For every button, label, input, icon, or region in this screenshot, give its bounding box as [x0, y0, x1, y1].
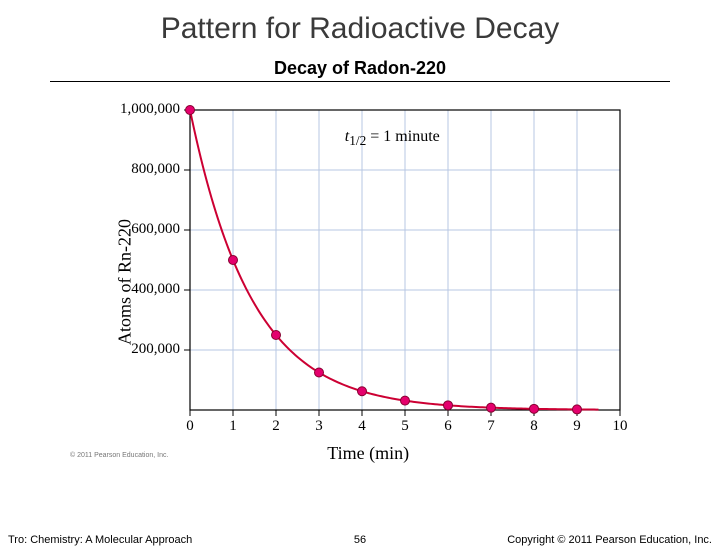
footer-left: Tro: Chemistry: A Molecular Approach — [8, 534, 192, 546]
y-tick-label: 400,000 — [100, 281, 180, 298]
x-tick-label: 3 — [304, 418, 334, 435]
x-tick-label: 0 — [175, 418, 205, 435]
footer-page-number: 56 — [354, 534, 366, 546]
x-tick-label: 7 — [476, 418, 506, 435]
chart-title-rule — [50, 81, 670, 82]
slide-title: Pattern for Radioactive Decay — [0, 0, 720, 46]
halflife-sub: 1/2 — [349, 133, 366, 148]
y-tick-label: 800,000 — [100, 161, 180, 178]
x-tick-label: 8 — [519, 418, 549, 435]
decay-chart: Atoms of Rn-220 Time (min) t1/2 = 1 minu… — [50, 92, 670, 472]
x-tick-label: 9 — [562, 418, 592, 435]
small-copyright: © 2011 Pearson Education, Inc. — [70, 452, 168, 459]
halflife-annotation: t1/2 = 1 minute — [345, 128, 440, 149]
y-tick-label: 600,000 — [100, 221, 180, 238]
chart-title: Decay of Radon-220 — [0, 58, 720, 79]
y-tick-label: 200,000 — [100, 341, 180, 358]
x-tick-label: 5 — [390, 418, 420, 435]
x-tick-label: 4 — [347, 418, 377, 435]
y-tick-label: 1,000,000 — [100, 101, 180, 118]
x-tick-label: 6 — [433, 418, 463, 435]
x-axis-label: Time (min) — [327, 443, 409, 464]
x-tick-label: 2 — [261, 418, 291, 435]
footer-right: Copyright © 2011 Pearson Education, Inc. — [507, 534, 712, 546]
x-tick-label: 1 — [218, 418, 248, 435]
x-tick-label: 10 — [605, 418, 635, 435]
halflife-rest: = 1 minute — [366, 128, 439, 145]
